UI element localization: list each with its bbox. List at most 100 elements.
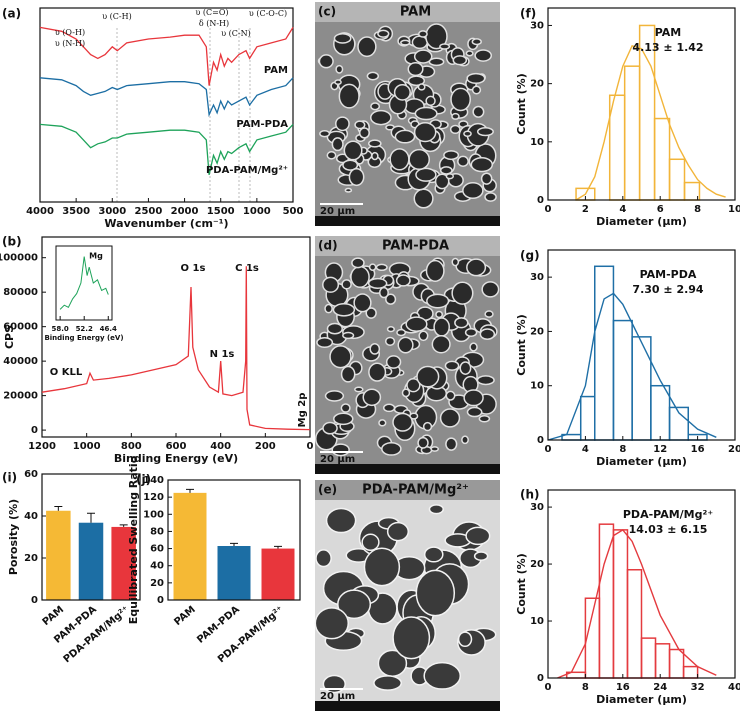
stats-annotation: 4.13 ± 1.42 [632,41,703,54]
sem-pore [425,259,445,282]
sem-pore [465,50,474,57]
plot-frame [547,249,736,441]
fit-curve [547,292,717,441]
x-tick-label: 0 [545,682,552,693]
x-tick-label: 1200 [28,441,56,452]
sem-pore [396,328,407,337]
sem-pore [335,64,344,74]
sem-pore [338,83,360,109]
sem-pore [416,365,440,388]
sem-pore [340,365,356,383]
y-tick-label: 20 [530,79,544,90]
sem-pore [472,105,485,118]
sem-pore [480,172,493,185]
sem-pore [484,310,494,318]
stats-title: PDA-PAM/Mg²⁺ [623,508,713,521]
sem-pore [444,360,460,371]
sem-pore [425,95,436,107]
x-tick-label: 16 [616,682,630,693]
sem-pore [459,361,472,375]
annotation: N 1s [210,349,235,360]
sem-pore [367,277,388,289]
x-tick-label: 58.0 [52,325,69,333]
info-strip [315,464,500,474]
sem-pore [324,390,345,402]
sem-pore [434,173,450,190]
sem-pore [469,342,478,352]
sem-pore [319,129,331,138]
x-tick-label: 8 [694,204,701,215]
error-bar [230,542,238,546]
panel-label: (j) [136,473,151,487]
x-tick-label: 4 [582,444,589,455]
sem-pore [392,412,413,432]
sem-pore [426,293,450,309]
annotation: δ (N-H) [199,19,229,28]
y-tick-label: 0 [157,595,164,606]
x-tick-label: 12 [653,444,667,455]
panel-label: (e) [318,483,337,497]
y-tick-label: 60000 [3,322,38,333]
y-tick-label: 0 [537,195,544,206]
sem-pore [471,85,482,95]
x-tick-label: 1000 [73,441,101,452]
sem-pore [322,276,340,293]
sem-pore [466,406,483,418]
histogram-bar [640,637,657,679]
y-tick-label: 20000 [3,391,38,402]
sem-pore [373,675,403,691]
sem-pore [413,121,437,143]
x-tick-label: 6 [657,204,664,215]
info-strip [315,216,500,226]
sem-pore [370,102,381,111]
y-tick-label: 0 [31,595,38,606]
bar [217,546,251,600]
x-tick-label: 2000 [171,206,199,217]
sem-pore [462,182,484,199]
y-tick-label: 40 [24,511,38,522]
bar [46,510,71,600]
inset-x-label: Binding Energy (eV) [44,334,123,342]
inset-title: Mg [89,252,103,261]
sem-pore [411,35,428,50]
sem-pore [324,303,333,314]
sem-pore [407,62,424,77]
sem-pore [428,504,444,515]
x-axis-label: Binding Energy (eV) [114,452,238,465]
error-bar [186,488,194,493]
sem-pore [353,293,372,313]
sem-pore [340,403,351,413]
sem-pore [433,317,450,337]
series-label: PDA-PAM/Mg²⁺ [206,165,288,176]
sem-pore [331,137,344,152]
sem-pore [406,377,421,393]
annotation: Mg 2p [297,393,308,428]
x-tick-label: 1000 [243,206,271,217]
x-tick-label: 0 [545,444,552,455]
sem-pore [394,129,416,144]
y-tick-label: 20 [24,553,38,564]
annotation: υ (C=O) [195,8,228,17]
x-axis-label: Diameter (μm) [596,455,687,468]
y-tick-label: 140 [143,475,164,486]
sem-pore [337,589,372,620]
title-band [315,2,500,22]
sem-pore [452,55,468,66]
stats-title: PAM-PDA [640,268,697,281]
y-tick-label: 60 [24,469,38,480]
sem-pore [413,49,433,64]
plot-frame [547,489,736,679]
sem-pore [451,257,460,267]
sem-pore [348,167,365,187]
sem-pore [466,72,486,85]
sem-pore [322,421,338,435]
series-line [41,266,311,431]
stats-title: PAM [655,26,682,39]
x-tick-label: 800 [121,441,142,452]
x-tick-label: 0 [307,441,314,452]
sem-pore [439,43,451,50]
x-tick-label: 2500 [135,206,163,217]
histogram-bar [612,319,633,441]
x-tick-label: 500 [283,206,304,217]
panel-label: (g) [520,249,540,263]
